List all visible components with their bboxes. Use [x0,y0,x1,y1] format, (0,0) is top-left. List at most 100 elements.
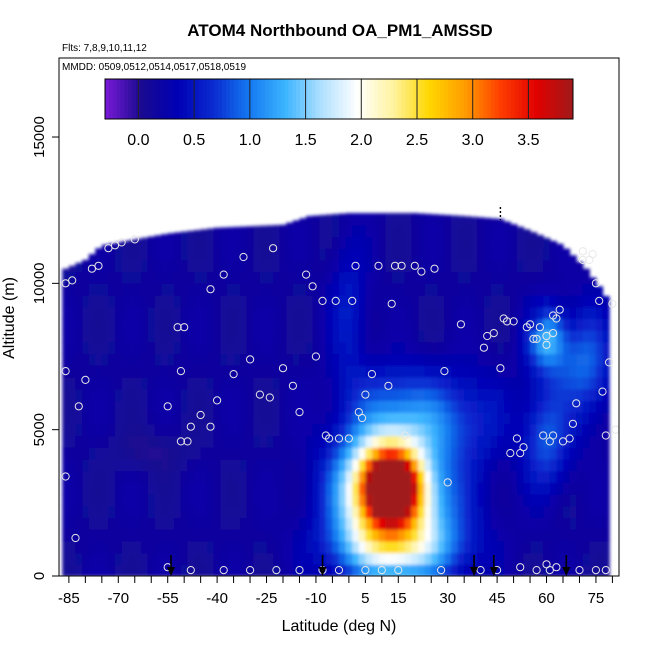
heatmap-cell [358,295,366,308]
heatmap-cell [345,400,353,413]
heatmap-cell [332,353,340,366]
heatmap-cell [253,388,261,402]
heatmap-cell [253,423,261,437]
heatmap-cell [187,447,195,460]
heatmap-cell [378,236,386,249]
colorbar-segment [514,79,519,119]
heatmap-cell [556,505,564,519]
heatmap-cell [477,529,485,542]
heatmap-cell [483,447,492,460]
heatmap-cell [470,283,478,296]
heatmap-cell [339,482,347,495]
heatmap-cell [444,271,452,284]
heatmap-cell [418,330,426,343]
heatmap-cell [180,341,189,355]
heatmap-cell [352,341,360,355]
heatmap-cell [530,232,538,238]
heatmap-cell [82,283,90,296]
heatmap-cell [444,564,452,576]
heatmap-column [266,225,274,576]
heatmap-cell [332,552,340,565]
heatmap-cell [161,234,169,238]
heatmap-cell [147,248,156,261]
heatmap-cell [161,412,169,425]
heatmap-cell [411,248,419,261]
heatmap-cell [398,248,406,261]
heatmap-cell [194,470,202,483]
heatmap-cell [306,353,314,366]
heatmap-cell [68,283,77,296]
heatmap-cell [312,341,320,355]
heatmap-cell [101,494,110,507]
x-tick-label: -70 [107,590,129,607]
heatmap-cell [549,482,558,495]
heatmap-column [490,218,498,576]
heatmap-cell [437,482,446,495]
heatmap-cell [95,259,103,273]
heatmap-cell [161,482,169,495]
heatmap-cell [398,213,406,226]
heatmap-cell [411,529,419,542]
heatmap-cell [404,224,413,238]
heatmap-cell [391,295,399,308]
heatmap-cell [582,552,590,565]
colorbar-segment [432,79,437,119]
heatmap-cell [200,447,208,460]
colorbar-segment [241,79,246,119]
heatmap-cell [108,400,116,413]
heatmap-cell [319,248,327,261]
heatmap-cell [180,552,189,565]
heatmap-cell [339,529,347,542]
heatmap-cell [174,365,182,378]
heatmap-column [147,236,156,576]
heatmap-cell [174,353,182,366]
heatmap-cell [312,283,320,296]
heatmap-cell [306,224,314,238]
heatmap-cell [82,423,90,437]
heatmap-cell [404,236,413,249]
observation-point [61,367,70,376]
heatmap-cell [154,400,162,413]
heatmap-cell [576,458,584,472]
heatmap-cell [213,236,222,249]
heatmap-cell [174,248,182,261]
heatmap-cell [108,353,116,366]
heatmap-cell [510,494,518,507]
heatmap-cell [82,435,90,448]
heatmap-cell [299,218,307,226]
heatmap-cell [483,248,492,261]
heatmap-cell [451,215,459,226]
heatmap-cell [299,283,307,296]
observation-point [384,381,393,390]
heatmap-cell [391,224,399,238]
heatmap-cell [213,271,222,284]
heatmap-cell [101,330,110,343]
heatmap-column [227,227,235,576]
heatmap-cell [319,458,327,472]
heatmap-cell [299,412,307,425]
heatmap-cell [161,259,169,273]
heatmap-cell [549,400,558,413]
heatmap-cell [273,318,281,331]
heatmap-cell [299,271,307,284]
heatmap-cell [279,470,287,483]
heatmap-cell [134,376,142,390]
heatmap-cell [497,330,505,343]
heatmap-cell [483,271,492,284]
heatmap-cell [385,540,393,554]
heatmap-cell [167,517,175,530]
colorbar-segment [159,79,164,119]
heatmap-column [174,232,182,576]
heatmap-cell [345,412,353,425]
heatmap-cell [115,540,123,554]
heatmap-cell [253,435,261,448]
heatmap-cell [246,259,254,273]
heatmap-cell [62,306,70,320]
heatmap-cell [253,353,261,366]
heatmap-cell [180,388,189,402]
heatmap-cell [108,259,116,273]
heatmap-cell [332,435,340,448]
heatmap-cell [411,482,419,495]
heatmap-column [213,227,222,576]
